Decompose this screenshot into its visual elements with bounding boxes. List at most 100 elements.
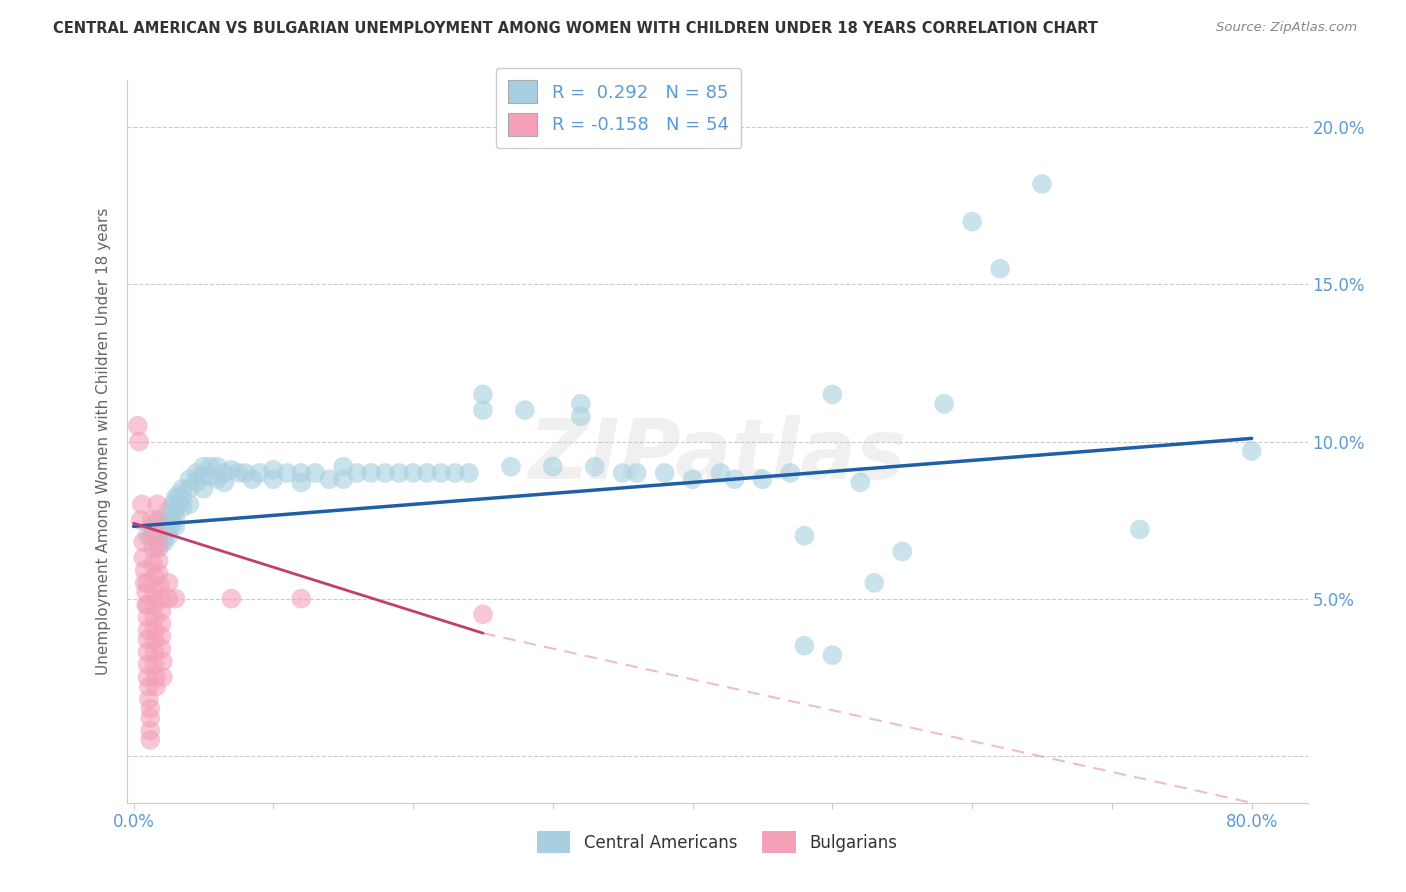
Point xyxy=(127,418,149,433)
Point xyxy=(172,491,194,505)
Point xyxy=(1129,523,1152,537)
Point xyxy=(143,610,166,624)
Point xyxy=(132,550,155,565)
Point xyxy=(157,523,180,537)
Point xyxy=(165,519,187,533)
Point xyxy=(374,466,396,480)
Point xyxy=(821,387,844,401)
Point xyxy=(332,472,354,486)
Point xyxy=(131,497,153,511)
Point xyxy=(128,434,150,449)
Point xyxy=(654,466,676,480)
Point xyxy=(165,510,187,524)
Point xyxy=(145,670,167,684)
Point xyxy=(934,397,956,411)
Point xyxy=(262,463,284,477)
Point xyxy=(141,519,163,533)
Point xyxy=(402,466,425,480)
Point xyxy=(157,529,180,543)
Point xyxy=(569,397,592,411)
Point xyxy=(148,538,170,552)
Point xyxy=(186,475,208,490)
Point xyxy=(793,529,815,543)
Point xyxy=(1240,444,1263,458)
Point xyxy=(153,529,176,543)
Point xyxy=(162,507,184,521)
Point xyxy=(290,466,312,480)
Point xyxy=(793,639,815,653)
Point xyxy=(167,488,190,502)
Point xyxy=(136,657,159,672)
Point xyxy=(139,711,162,725)
Point xyxy=(165,500,187,515)
Point xyxy=(228,466,250,480)
Point xyxy=(458,466,481,480)
Point xyxy=(136,645,159,659)
Point xyxy=(148,529,170,543)
Point xyxy=(709,466,731,480)
Point xyxy=(135,598,157,612)
Point xyxy=(143,523,166,537)
Point xyxy=(136,610,159,624)
Point xyxy=(499,459,522,474)
Point xyxy=(430,466,453,480)
Point xyxy=(134,563,156,577)
Point xyxy=(136,670,159,684)
Point xyxy=(262,472,284,486)
Text: ZIPatlas: ZIPatlas xyxy=(529,416,905,497)
Point xyxy=(318,472,340,486)
Point xyxy=(193,459,215,474)
Point xyxy=(165,491,187,505)
Point xyxy=(149,579,172,593)
Point xyxy=(960,214,983,228)
Point xyxy=(207,459,229,474)
Point xyxy=(143,657,166,672)
Point xyxy=(626,466,648,480)
Point xyxy=(821,648,844,662)
Point xyxy=(136,529,159,543)
Point xyxy=(143,585,166,599)
Point xyxy=(360,466,382,480)
Point xyxy=(149,591,172,606)
Point xyxy=(723,472,745,486)
Point xyxy=(186,466,208,480)
Point xyxy=(139,701,162,715)
Point xyxy=(136,632,159,647)
Point xyxy=(150,616,173,631)
Point xyxy=(150,529,173,543)
Point xyxy=(172,500,194,515)
Point xyxy=(152,670,174,684)
Point xyxy=(153,519,176,533)
Point xyxy=(139,733,162,747)
Point xyxy=(143,529,166,543)
Point xyxy=(332,459,354,474)
Point xyxy=(388,466,411,480)
Point xyxy=(157,591,180,606)
Point xyxy=(132,535,155,549)
Point xyxy=(863,575,886,590)
Point xyxy=(583,459,606,474)
Point xyxy=(247,466,270,480)
Point xyxy=(141,513,163,527)
Point xyxy=(214,475,236,490)
Point xyxy=(167,497,190,511)
Point xyxy=(138,680,160,694)
Point xyxy=(135,585,157,599)
Point xyxy=(682,472,704,486)
Point xyxy=(276,466,298,480)
Point xyxy=(471,387,494,401)
Point xyxy=(150,535,173,549)
Point xyxy=(416,466,439,480)
Point xyxy=(148,535,170,549)
Point xyxy=(145,680,167,694)
Text: CENTRAL AMERICAN VS BULGARIAN UNEMPLOYMENT AMONG WOMEN WITH CHILDREN UNDER 18 YE: CENTRAL AMERICAN VS BULGARIAN UNEMPLOYME… xyxy=(53,21,1098,36)
Point xyxy=(152,655,174,669)
Point xyxy=(138,692,160,706)
Point xyxy=(157,513,180,527)
Point xyxy=(157,503,180,517)
Point xyxy=(148,541,170,556)
Text: Source: ZipAtlas.com: Source: ZipAtlas.com xyxy=(1216,21,1357,34)
Point xyxy=(165,591,187,606)
Point xyxy=(150,641,173,656)
Point xyxy=(751,472,773,486)
